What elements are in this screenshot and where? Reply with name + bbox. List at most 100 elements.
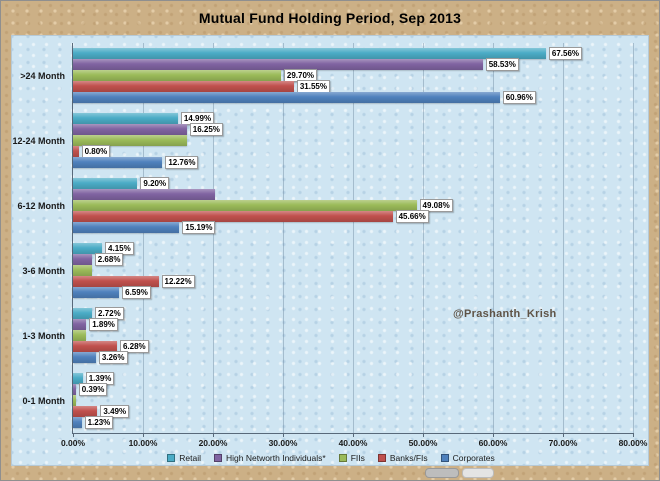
axis-tick-mark	[73, 433, 74, 437]
legend-swatch	[440, 454, 449, 462]
bar	[73, 373, 83, 384]
bar	[73, 211, 393, 222]
bar-value-label: 15.19%	[182, 221, 216, 234]
bar	[73, 406, 98, 417]
bar-value-label: 1.89%	[89, 318, 118, 331]
bar	[73, 146, 79, 157]
bar	[73, 135, 187, 146]
bar	[73, 157, 163, 168]
legend-item-label: Retail	[179, 453, 201, 463]
bar	[73, 308, 93, 319]
bar	[73, 254, 92, 265]
bar	[73, 243, 103, 254]
x-axis-tick-label: 70.00%	[548, 438, 578, 448]
bar	[73, 330, 87, 341]
bar-value-label: 9.20%	[140, 177, 170, 190]
bar	[73, 81, 294, 92]
x-axis-tick-label: 10.00%	[128, 438, 158, 448]
x-axis-tick-label: 0.00%	[60, 438, 86, 448]
bar	[73, 59, 483, 70]
bar	[73, 113, 178, 124]
bar-value-label: 6.59%	[122, 286, 151, 299]
axis-tick-mark	[283, 433, 284, 437]
bar-value-label: 12.22%	[161, 275, 195, 288]
axis-tick-mark	[213, 433, 214, 437]
x-axis-tick-label: 20.00%	[198, 438, 228, 448]
bar-value-label: 58.53%	[485, 58, 519, 71]
scrollbar-track[interactable]	[462, 468, 494, 478]
legend-swatch	[377, 454, 386, 462]
category-label: 0-1 Month	[22, 395, 66, 406]
category-label: 6-12 Month	[17, 200, 65, 211]
bar	[73, 384, 76, 395]
axis-tick-mark	[563, 433, 564, 437]
legend-item: Retail	[167, 453, 201, 463]
legend-swatch	[214, 454, 222, 462]
bar-value-label: 3.49%	[100, 405, 130, 418]
legend-item-label: Corporates	[452, 453, 495, 463]
gridline	[423, 43, 424, 433]
bar	[73, 124, 187, 135]
bar-value-label: 45.66%	[395, 210, 429, 223]
bar-value-label: 49.08%	[419, 199, 453, 212]
bar	[73, 352, 96, 363]
bar-value-label: 1.23%	[84, 416, 114, 429]
axis-tick-mark	[143, 433, 144, 437]
x-axis-tick-label: 40.00%	[338, 438, 368, 448]
gridline	[283, 43, 284, 433]
legend-item: FIIs	[338, 453, 365, 463]
bar	[73, 70, 281, 81]
legend-item: High Networth Individuals*	[214, 453, 326, 463]
bar-value-label: 14.99%	[180, 112, 215, 125]
legend-item: Corporates	[440, 453, 495, 463]
bar	[73, 92, 500, 103]
legend-item: Banks/FIs	[377, 453, 428, 463]
gridline	[213, 43, 214, 433]
bar	[73, 287, 120, 298]
bar	[73, 48, 546, 59]
gridline	[143, 43, 144, 433]
gridline	[633, 43, 634, 433]
axis-tick-mark	[633, 433, 634, 437]
axis-tick-mark	[353, 433, 354, 437]
category-label: 12-24 Month	[12, 135, 65, 146]
bar-value-label: 2.68%	[94, 253, 124, 266]
legend-swatch	[338, 454, 347, 462]
scrollbar-thumb[interactable]	[425, 468, 459, 478]
x-axis-tick-label: 30.00%	[268, 438, 298, 448]
bar-value-label: 3.26%	[98, 351, 128, 364]
bar-value-label: 67.56%	[548, 47, 583, 60]
y-axis-line	[72, 43, 73, 434]
gridline	[493, 43, 494, 433]
bar-value-label: 60.96%	[502, 91, 536, 104]
gridline	[563, 43, 564, 433]
x-axis-tick-label: 50.00%	[408, 438, 438, 448]
bar-value-label: 0.39%	[78, 383, 108, 396]
bar	[73, 319, 87, 330]
plot-background	[11, 35, 649, 466]
bar	[73, 178, 138, 189]
legend-item-label: High Networth Individuals*	[226, 453, 326, 463]
category-label: >24 Month	[20, 70, 65, 81]
plot-area: 67.56% 14.99% 9.20% 4.15% 2.72% 1.39% 58.53% 16…	[72, 43, 634, 437]
legend: Retail High Networth Individuals* FIIs Bank…	[31, 452, 631, 464]
bar	[73, 189, 215, 200]
category-label: 3-6 Month	[22, 265, 66, 276]
gridline	[353, 43, 354, 433]
bar-value-label: 16.25%	[189, 123, 223, 136]
bar-value-label: 6.28%	[119, 340, 149, 353]
chart-title: Mutual Fund Holding Period, Sep 2013	[198, 10, 462, 26]
bar-value-label: 12.76%	[165, 156, 199, 169]
bar	[73, 276, 159, 287]
bar	[73, 265, 92, 276]
x-axis-tick-label: 60.00%	[478, 438, 508, 448]
bar	[73, 200, 417, 211]
category-label: 1-3 Month	[22, 330, 66, 341]
legend-item-label: FIIs	[350, 453, 365, 463]
legend-swatch	[167, 454, 176, 462]
bar	[73, 395, 76, 406]
x-axis-tick-label: 80.00%	[618, 438, 648, 448]
x-axis: 0.00% 10.00% 20.00% 30.00% 40.00% 50.00% 60.00…	[61, 438, 647, 450]
bar	[73, 417, 82, 428]
